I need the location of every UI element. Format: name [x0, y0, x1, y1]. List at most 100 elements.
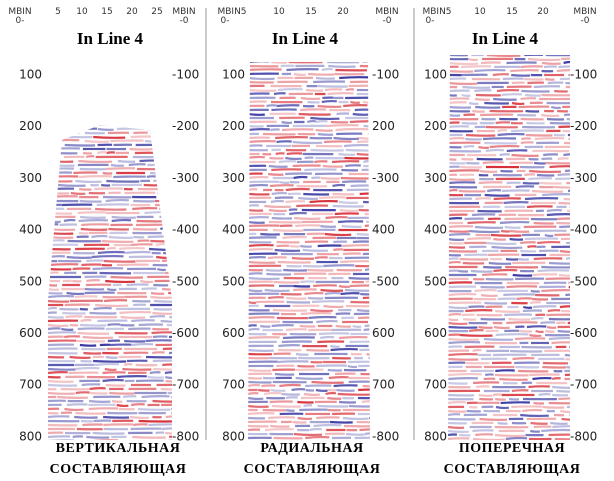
- reflector: [558, 65, 570, 69]
- reflector: [48, 315, 64, 319]
- reflector: [133, 423, 148, 427]
- reflector: [308, 72, 335, 76]
- reflector: [490, 233, 522, 237]
- right-tick-label: -800: [172, 429, 199, 443]
- reflector: [248, 336, 280, 340]
- reflector: [86, 435, 110, 439]
- reflector: [305, 88, 324, 92]
- left-tick-label: 600: [424, 326, 447, 340]
- reflector: [511, 389, 529, 393]
- reflector: [338, 284, 351, 288]
- reflector: [364, 268, 370, 272]
- reflector: [74, 415, 98, 419]
- reflector: [141, 395, 170, 399]
- reflector: [75, 179, 102, 184]
- reflector: [497, 421, 508, 425]
- reflector: [311, 380, 344, 384]
- reflector: [323, 140, 352, 144]
- reflector: [530, 317, 544, 321]
- reflector: [107, 323, 121, 327]
- reflector: [494, 433, 526, 438]
- left-tick-label: 200: [19, 119, 42, 133]
- reflector: [559, 305, 570, 309]
- reflector: [497, 132, 525, 137]
- reflector: [448, 260, 461, 265]
- reflector: [527, 245, 537, 249]
- reflector: [341, 224, 362, 228]
- reflector: [277, 260, 311, 264]
- reflector: [544, 77, 555, 81]
- reflector: [248, 92, 270, 96]
- reflector: [281, 120, 293, 124]
- reflector: [315, 128, 333, 132]
- reflector: [103, 423, 133, 427]
- reflector: [565, 357, 570, 361]
- reflector: [472, 213, 496, 217]
- reflector: [260, 232, 280, 236]
- reflector: [48, 287, 60, 291]
- reflector: [265, 428, 294, 432]
- header-label: 10: [273, 7, 285, 17]
- reflector: [364, 224, 370, 228]
- reflector: [448, 181, 476, 185]
- reflector: [529, 333, 542, 338]
- reflector: [361, 400, 370, 404]
- reflector: [557, 157, 569, 161]
- reflector: [331, 160, 360, 164]
- reflector: [131, 319, 155, 323]
- reflector: [493, 197, 521, 201]
- reflector: [260, 324, 271, 328]
- reflector: [162, 347, 172, 351]
- reflector: [117, 159, 136, 163]
- reflector: [320, 288, 344, 292]
- reflector: [365, 279, 370, 284]
- reflector: [363, 159, 370, 164]
- right-tick-label: -700: [172, 378, 199, 392]
- reflector: [78, 219, 108, 223]
- reflector: [492, 393, 502, 397]
- reflector: [102, 378, 124, 383]
- right-tick-label: -400: [172, 223, 199, 237]
- reflector: [474, 288, 497, 293]
- reflector: [126, 283, 149, 287]
- reflector: [48, 391, 75, 395]
- reflector: [448, 425, 465, 429]
- panel-title: In Line 4: [272, 29, 339, 48]
- reflector: [499, 377, 528, 381]
- header-label: -0: [383, 16, 392, 26]
- reflector: [520, 65, 543, 69]
- reflector: [248, 188, 258, 192]
- right-tick-label: -200: [570, 119, 597, 133]
- left-tick-label: 100: [424, 68, 447, 82]
- reflector: [282, 235, 307, 240]
- reflector: [343, 143, 370, 148]
- reflector: [48, 263, 79, 267]
- reflector: [448, 313, 462, 317]
- reflector: [248, 348, 274, 352]
- reflector: [546, 208, 563, 213]
- reflector: [295, 376, 323, 380]
- reflector: [485, 148, 504, 153]
- reflector: [556, 68, 570, 73]
- reflector: [92, 431, 125, 435]
- reflector: [95, 303, 129, 308]
- reflector: [503, 293, 535, 297]
- reflector: [278, 160, 297, 164]
- reflector: [494, 309, 521, 313]
- reflector: [165, 379, 172, 383]
- reflector: [82, 335, 114, 340]
- reflector: [448, 257, 459, 261]
- reflector: [479, 169, 498, 173]
- reflector: [282, 336, 315, 340]
- seismic-section: [248, 62, 370, 440]
- reflector: [348, 276, 370, 280]
- reflector: [315, 388, 328, 392]
- reflector: [448, 225, 474, 229]
- reflector: [48, 383, 78, 387]
- reflector: [285, 396, 298, 400]
- reflector: [84, 139, 110, 143]
- reflector: [558, 397, 570, 401]
- reflector: [529, 373, 560, 377]
- reflector: [85, 155, 95, 159]
